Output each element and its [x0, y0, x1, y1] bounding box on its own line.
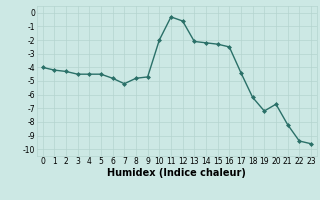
- X-axis label: Humidex (Indice chaleur): Humidex (Indice chaleur): [108, 168, 246, 178]
